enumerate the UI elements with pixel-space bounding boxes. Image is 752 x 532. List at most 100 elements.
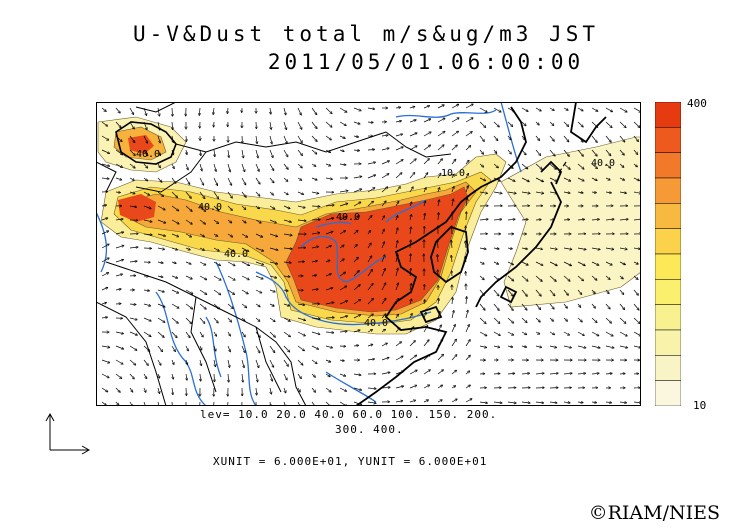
wind-vector bbox=[381, 135, 388, 136]
wind-vector bbox=[367, 299, 373, 305]
wind-vector bbox=[213, 317, 218, 323]
wind-vector bbox=[465, 241, 466, 249]
wind-vector bbox=[269, 373, 272, 381]
wind-vector bbox=[157, 191, 163, 196]
wind-vector bbox=[424, 201, 425, 207]
wind-vector bbox=[101, 303, 106, 304]
wind-vector bbox=[479, 219, 488, 220]
wind-vector bbox=[549, 317, 553, 321]
wind-vector bbox=[507, 177, 515, 181]
wind-vector bbox=[437, 355, 443, 361]
wind-vector bbox=[424, 214, 425, 221]
wind-vector bbox=[185, 163, 188, 170]
wind-vector bbox=[591, 331, 599, 336]
legend-swatch bbox=[655, 203, 681, 229]
wind-vector bbox=[199, 289, 207, 294]
wind-vector bbox=[227, 289, 234, 294]
wind-vector bbox=[577, 331, 584, 335]
wind-vector bbox=[619, 135, 625, 142]
legend-swatch bbox=[655, 355, 681, 381]
wind-vector bbox=[521, 317, 527, 323]
wind-vector bbox=[353, 315, 360, 319]
wind-vector bbox=[185, 289, 193, 294]
wind-vector bbox=[283, 276, 290, 277]
wind-vector bbox=[115, 149, 122, 155]
wind-vector bbox=[437, 312, 440, 319]
wind-vector bbox=[535, 135, 540, 140]
wind-vector bbox=[367, 122, 373, 123]
wind-vector bbox=[549, 163, 556, 169]
wind-vector bbox=[255, 205, 259, 209]
wind-vector bbox=[172, 373, 173, 379]
wind-vector bbox=[185, 219, 192, 224]
wind-vector bbox=[353, 230, 358, 235]
wind-vector bbox=[409, 355, 416, 361]
wind-vector bbox=[465, 132, 472, 137]
wind-vector bbox=[353, 401, 362, 405]
wind-vector bbox=[129, 304, 136, 305]
wind-vector bbox=[339, 217, 347, 221]
wind-vector bbox=[367, 314, 373, 319]
wind-vector bbox=[535, 149, 541, 155]
wind-vector bbox=[410, 284, 411, 291]
wind-vector bbox=[577, 247, 586, 250]
wind-vector bbox=[395, 187, 400, 193]
wind-vector bbox=[396, 216, 398, 221]
wind-vector bbox=[507, 373, 515, 374]
chart-timestamp: 2011/05/01.06:00:00 bbox=[267, 50, 585, 74]
wind-vector bbox=[395, 202, 399, 207]
wind-vector bbox=[241, 345, 245, 352]
wind-vector bbox=[311, 373, 315, 377]
wind-vector bbox=[325, 332, 334, 333]
wind-vector bbox=[227, 191, 232, 198]
wind-vector bbox=[241, 261, 249, 265]
wind-vector bbox=[437, 159, 442, 165]
coastlines bbox=[96, 102, 607, 406]
wind-vector bbox=[451, 118, 459, 123]
wind-vector bbox=[437, 132, 445, 137]
wind-vector bbox=[521, 275, 528, 281]
wind-vector bbox=[353, 245, 357, 249]
wind-vector bbox=[283, 234, 292, 235]
wind-vector bbox=[143, 303, 150, 306]
wind-vector bbox=[339, 191, 348, 192]
wind-vector bbox=[619, 374, 625, 375]
wind-vector bbox=[143, 149, 148, 156]
wind-vector bbox=[283, 290, 288, 291]
wind-vector bbox=[213, 233, 218, 236]
wind-vector bbox=[171, 219, 179, 224]
wind-vector bbox=[297, 191, 303, 194]
wind-vector bbox=[479, 402, 487, 403]
wind-vector bbox=[241, 205, 246, 209]
wind-vector bbox=[157, 177, 162, 182]
wind-vector bbox=[563, 331, 569, 335]
wind-vector bbox=[269, 191, 273, 195]
contour-label: 10.0 bbox=[441, 168, 465, 179]
wind-vector bbox=[381, 242, 384, 249]
wind-vector bbox=[409, 133, 417, 137]
wind-vector bbox=[157, 331, 164, 337]
wind-vector bbox=[577, 289, 582, 294]
wind-vector bbox=[395, 160, 403, 165]
legend-swatch bbox=[655, 228, 681, 255]
wind-vector bbox=[101, 135, 109, 140]
wind-vector bbox=[409, 400, 415, 403]
legend-min-label: 10 bbox=[693, 399, 707, 412]
wind-vector bbox=[633, 345, 641, 348]
wind-vector bbox=[451, 311, 454, 319]
wind-vector bbox=[605, 121, 612, 128]
wind-vector bbox=[438, 213, 439, 221]
wind-vector bbox=[256, 135, 257, 143]
wind-vector bbox=[438, 299, 439, 305]
wind-vector bbox=[284, 387, 286, 393]
wind-vector bbox=[311, 318, 320, 319]
wind-vector bbox=[381, 387, 390, 388]
wind-vector bbox=[591, 261, 599, 265]
wind-vector bbox=[143, 317, 151, 321]
wind-vector bbox=[199, 191, 205, 198]
wind-vector bbox=[507, 303, 513, 310]
wind-vector bbox=[185, 317, 191, 323]
wind-vector bbox=[381, 372, 390, 375]
wind-vector bbox=[311, 206, 320, 207]
wind-vector bbox=[367, 256, 372, 263]
